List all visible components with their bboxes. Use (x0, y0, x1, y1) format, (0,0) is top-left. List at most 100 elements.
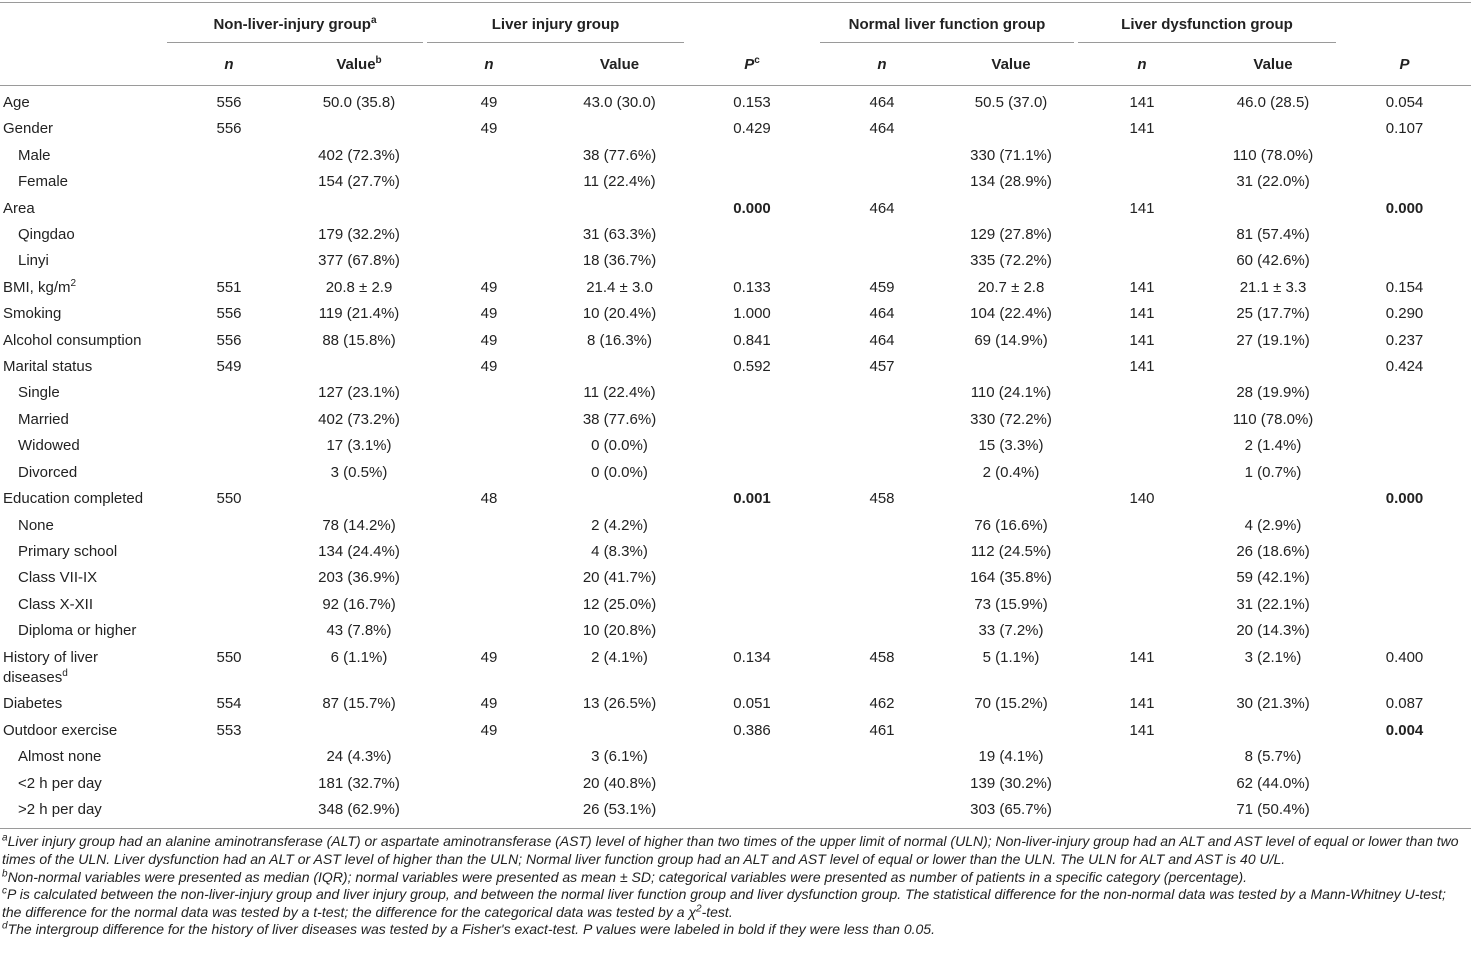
table-cell: 18 (36.7%) (553, 248, 686, 274)
column-label: P (1399, 55, 1410, 73)
row-label-text: Married (18, 410, 69, 428)
table-cell (1076, 539, 1208, 565)
table-cell: 348 (62.9%) (293, 796, 425, 830)
cell-value: 3 (6.1%) (591, 748, 648, 766)
table-cell: 0.087 (1338, 691, 1471, 717)
cell-value: 73 (15.9%) (974, 595, 1048, 613)
row-label: Class X-XII (0, 592, 165, 618)
label-sup: 2 (70, 277, 77, 289)
table-cell: 330 (72.2%) (946, 407, 1076, 433)
table-cell (686, 796, 819, 830)
table-cell (553, 718, 686, 744)
table-cell: 335 (72.2%) (946, 248, 1076, 274)
p-value: 1.000 (733, 305, 771, 323)
table-row: Married 402 (73.2%) 38 (77.6%) 330 (72.2%) 1… (0, 407, 1471, 433)
table-cell: 141 (1076, 645, 1208, 692)
cell-value: 140 (1129, 490, 1155, 508)
table-cell (1338, 539, 1471, 565)
cell-value: 20 (40.8%) (582, 774, 657, 792)
table-cell: 4 (2.9%) (1208, 513, 1338, 539)
footnote: bNon-normal variables were presented as … (0, 867, 1471, 887)
cell-value: 134 (28.9%) (970, 173, 1052, 191)
table-row: Marital status 549 49 0.592 457 141 0.424 (0, 354, 1471, 380)
table-cell: 10 (20.4%) (553, 301, 686, 327)
table-cell (1338, 513, 1471, 539)
cell-value: 464 (869, 120, 895, 138)
row-label-text: Qingdao (18, 226, 75, 244)
table-cell: 141 (1076, 116, 1208, 142)
cell-value: 164 (35.8%) (970, 569, 1052, 587)
column-header: Value (1208, 43, 1339, 86)
table-cell: 8 (16.3%) (553, 328, 686, 354)
cell-value: 553 (216, 721, 242, 739)
row-label: Divorced (0, 460, 165, 486)
p-value: 0.107 (1385, 120, 1424, 138)
cell-value: 31 (22.1%) (1236, 595, 1310, 613)
column-header: n (818, 43, 947, 86)
table-cell (425, 513, 553, 539)
table-cell (425, 539, 553, 565)
row-label-text: History of liver diseases (3, 648, 99, 686)
table-cell: 20 (14.3%) (1208, 618, 1338, 644)
row-label-text: None (18, 516, 54, 534)
table-row: Divorced 3 (0.5%) 0 (0.0%) 2 (0.4%) 1 (0.7%) (0, 460, 1471, 486)
table-cell (818, 796, 947, 830)
table-cell: 20 (40.8%) (553, 771, 686, 797)
cell-value: 2 (0.4%) (982, 463, 1040, 481)
table-cell (1338, 771, 1471, 797)
cell-value: 76 (16.6%) (974, 516, 1048, 534)
table-cell (1338, 460, 1471, 486)
table-cell (1338, 169, 1471, 195)
table-cell: 458 (818, 486, 946, 512)
cell-value: 464 (869, 305, 895, 323)
row-label: Alcohol consumption (0, 328, 165, 354)
table-cell: 462 (818, 691, 946, 717)
table-cell (1338, 433, 1471, 459)
table-cell (686, 143, 818, 169)
cell-value: 49 (480, 358, 498, 376)
table-cell (818, 380, 946, 406)
table-cell: 0.000 (1338, 486, 1471, 512)
table-cell (1208, 196, 1338, 222)
column-row: n Valueb n Value Pc n Value n Value P (0, 43, 1471, 86)
table-cell: 69 (14.9%) (946, 328, 1076, 354)
table-cell (165, 513, 293, 539)
p-value: 0.154 (1385, 278, 1424, 296)
table-cell: 73 (15.9%) (946, 592, 1076, 618)
table-cell: 141 (1076, 301, 1208, 327)
cell-value: 110 (78.0%) (1232, 410, 1314, 428)
row-label-text: Female (18, 173, 69, 191)
p-value: 0.841 (733, 331, 771, 349)
table-cell (1338, 248, 1471, 274)
cell-value: 549 (216, 358, 242, 376)
table-cell (818, 565, 946, 591)
cell-value: 88 (15.8%) (322, 331, 396, 349)
cell-value: 49 (480, 721, 498, 739)
footnote-mark: d (2, 920, 8, 932)
table-cell (818, 143, 946, 169)
column-label: P (744, 55, 755, 73)
table-cell (165, 222, 293, 248)
cell-value: 139 (30.2%) (970, 774, 1052, 792)
table-cell: 141 (1076, 328, 1208, 354)
footnotes: aLiver injury group had an alanine amino… (0, 833, 1471, 939)
table-cell: 127 (23.1%) (293, 380, 425, 406)
column-label: n (224, 55, 234, 73)
group-header: Liver dysfunction group (1076, 2, 1339, 43)
group-label: Non-liver-injury group (213, 16, 371, 33)
table-cell: 554 (165, 691, 293, 717)
footnote-mark: b (2, 867, 8, 879)
table-cell: 553 (165, 718, 293, 744)
footnote-text: P is calculated between the non-liver-in… (2, 886, 1446, 920)
table-cell: 49 (425, 328, 553, 354)
table-cell (1208, 116, 1338, 142)
table-cell: 0.134 (686, 645, 818, 692)
cell-value: 141 (1129, 358, 1155, 376)
table-cell (818, 539, 946, 565)
table-cell (165, 796, 293, 830)
table-cell: 0.000 (686, 196, 818, 222)
table-cell: 179 (32.2%) (293, 222, 425, 248)
table-cell: 49 (425, 645, 553, 692)
cell-value: 104 (22.4%) (970, 305, 1052, 323)
column-header: P (1338, 43, 1471, 86)
